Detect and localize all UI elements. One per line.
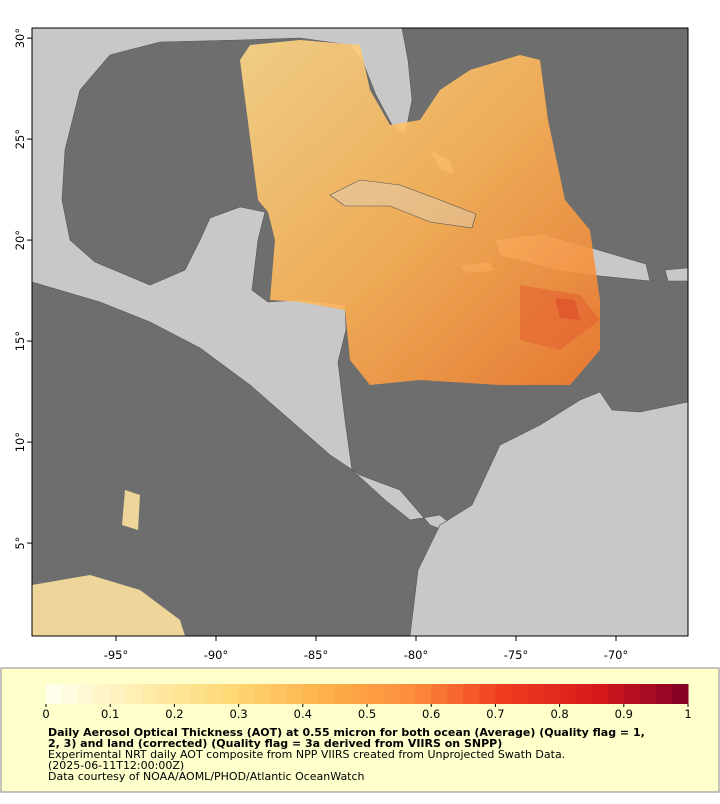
colorbar-cell [206, 684, 224, 704]
colorbar-cell [559, 684, 577, 704]
colorbar-cell [367, 684, 384, 704]
colorbar-tick-label: 0.9 [615, 707, 633, 721]
y-tick-label: 5° [13, 537, 27, 550]
aot-field [32, 40, 600, 636]
colorbar-cell [495, 684, 512, 704]
colorbar-tick-label: 0 [42, 707, 49, 721]
colorbar-cell [431, 684, 448, 704]
colorbar-cell [318, 684, 336, 704]
land [664, 267, 688, 282]
colorbar-cell [142, 684, 159, 704]
colorbar-cell [511, 684, 528, 704]
colorbar-cell [62, 684, 79, 704]
caption-line: (2025-06-11T12:00:00Z) [48, 759, 184, 772]
colorbar-tick-label: 0.6 [422, 707, 440, 721]
y-tick-label: 30° [13, 28, 27, 48]
colorbar-tick-label: 0.3 [229, 707, 247, 721]
caption-line: Experimental NRT daily AOT composite fro… [48, 748, 565, 761]
colorbar-cell [639, 684, 657, 704]
colorbar-cell [575, 684, 593, 704]
colorbar-tick-label: 1 [684, 707, 691, 721]
colorbar-cell [158, 684, 175, 704]
caption-title: 2, 3) and land (corrected) (Quality flag… [48, 737, 502, 750]
caption-line: Data courtesy of NOAA/AOML/PHOD/Atlantic… [48, 770, 365, 783]
colorbar-cell [350, 684, 368, 704]
map-frame [31, 27, 689, 637]
colorbar-cell [543, 684, 561, 704]
colorbar-cell [78, 684, 95, 704]
colorbar-cell [46, 684, 63, 704]
colorbar-tick-label: 0.2 [165, 707, 183, 721]
colorbar-cell [254, 684, 272, 704]
colorbar-cell [447, 684, 464, 704]
colorbar-cell [126, 684, 143, 704]
colorbar-cell [270, 684, 288, 704]
colorbar-tick-label: 0.4 [294, 707, 312, 721]
colorbar: 0 0.1 0.2 0.3 0.4 0.5 0.6 0.7 0.8 0.9 1 [42, 684, 692, 721]
x-tick-label: -80° [404, 648, 429, 662]
colorbar-tick-label: 0.8 [550, 707, 568, 721]
x-tick-label: -95° [104, 648, 129, 662]
x-tick-label: -70° [604, 648, 629, 662]
colorbar-cell [110, 684, 127, 704]
colorbar-cell [286, 684, 304, 704]
colorbar-cell [655, 684, 673, 704]
y-tick-label: 15° [13, 331, 27, 351]
map [32, 28, 688, 636]
colorbar-tick-label: 0.5 [358, 707, 376, 721]
colorbar-cell [479, 684, 496, 704]
colorbar-cell [174, 684, 191, 704]
land [409, 391, 688, 636]
x-tick-label: -85° [304, 648, 329, 662]
colorbar-tick-label: 0.7 [486, 707, 504, 721]
colorbar-cell [238, 684, 256, 704]
y-tick-label: 20° [13, 230, 27, 250]
colorbar-cell [415, 684, 432, 704]
colorbar-cell [591, 684, 609, 704]
colorbar-cell [623, 684, 641, 704]
axes: -95° -90° -85° -80° -75° -70° 5° 10° 15° 20° 25° 30… [13, 28, 628, 662]
caption-title: Daily Aerosol Optical Thickness (AOT) at… [48, 726, 645, 739]
colorbar-cell [302, 684, 320, 704]
colorbar-cell [383, 684, 400, 704]
colorbar-cell [94, 684, 111, 704]
colorbar-cell [334, 684, 352, 704]
x-tick-label: -75° [504, 648, 529, 662]
colorbar-cell [527, 684, 545, 704]
colorbar-cell [671, 684, 689, 704]
colorbar-tick-label: 0.1 [101, 707, 119, 721]
colorbar-cell [190, 684, 207, 704]
y-tick-label: 25° [13, 129, 27, 149]
land-overlay [329, 179, 477, 229]
colorbar-cell [463, 684, 480, 704]
y-tick-label: 10° [13, 432, 27, 452]
colorbar-cell [607, 684, 625, 704]
colorbar-cell [222, 684, 240, 704]
caption: Daily Aerosol Optical Thickness (AOT) at… [48, 726, 645, 783]
x-tick-label: -90° [204, 648, 229, 662]
colorbar-cell [399, 684, 416, 704]
